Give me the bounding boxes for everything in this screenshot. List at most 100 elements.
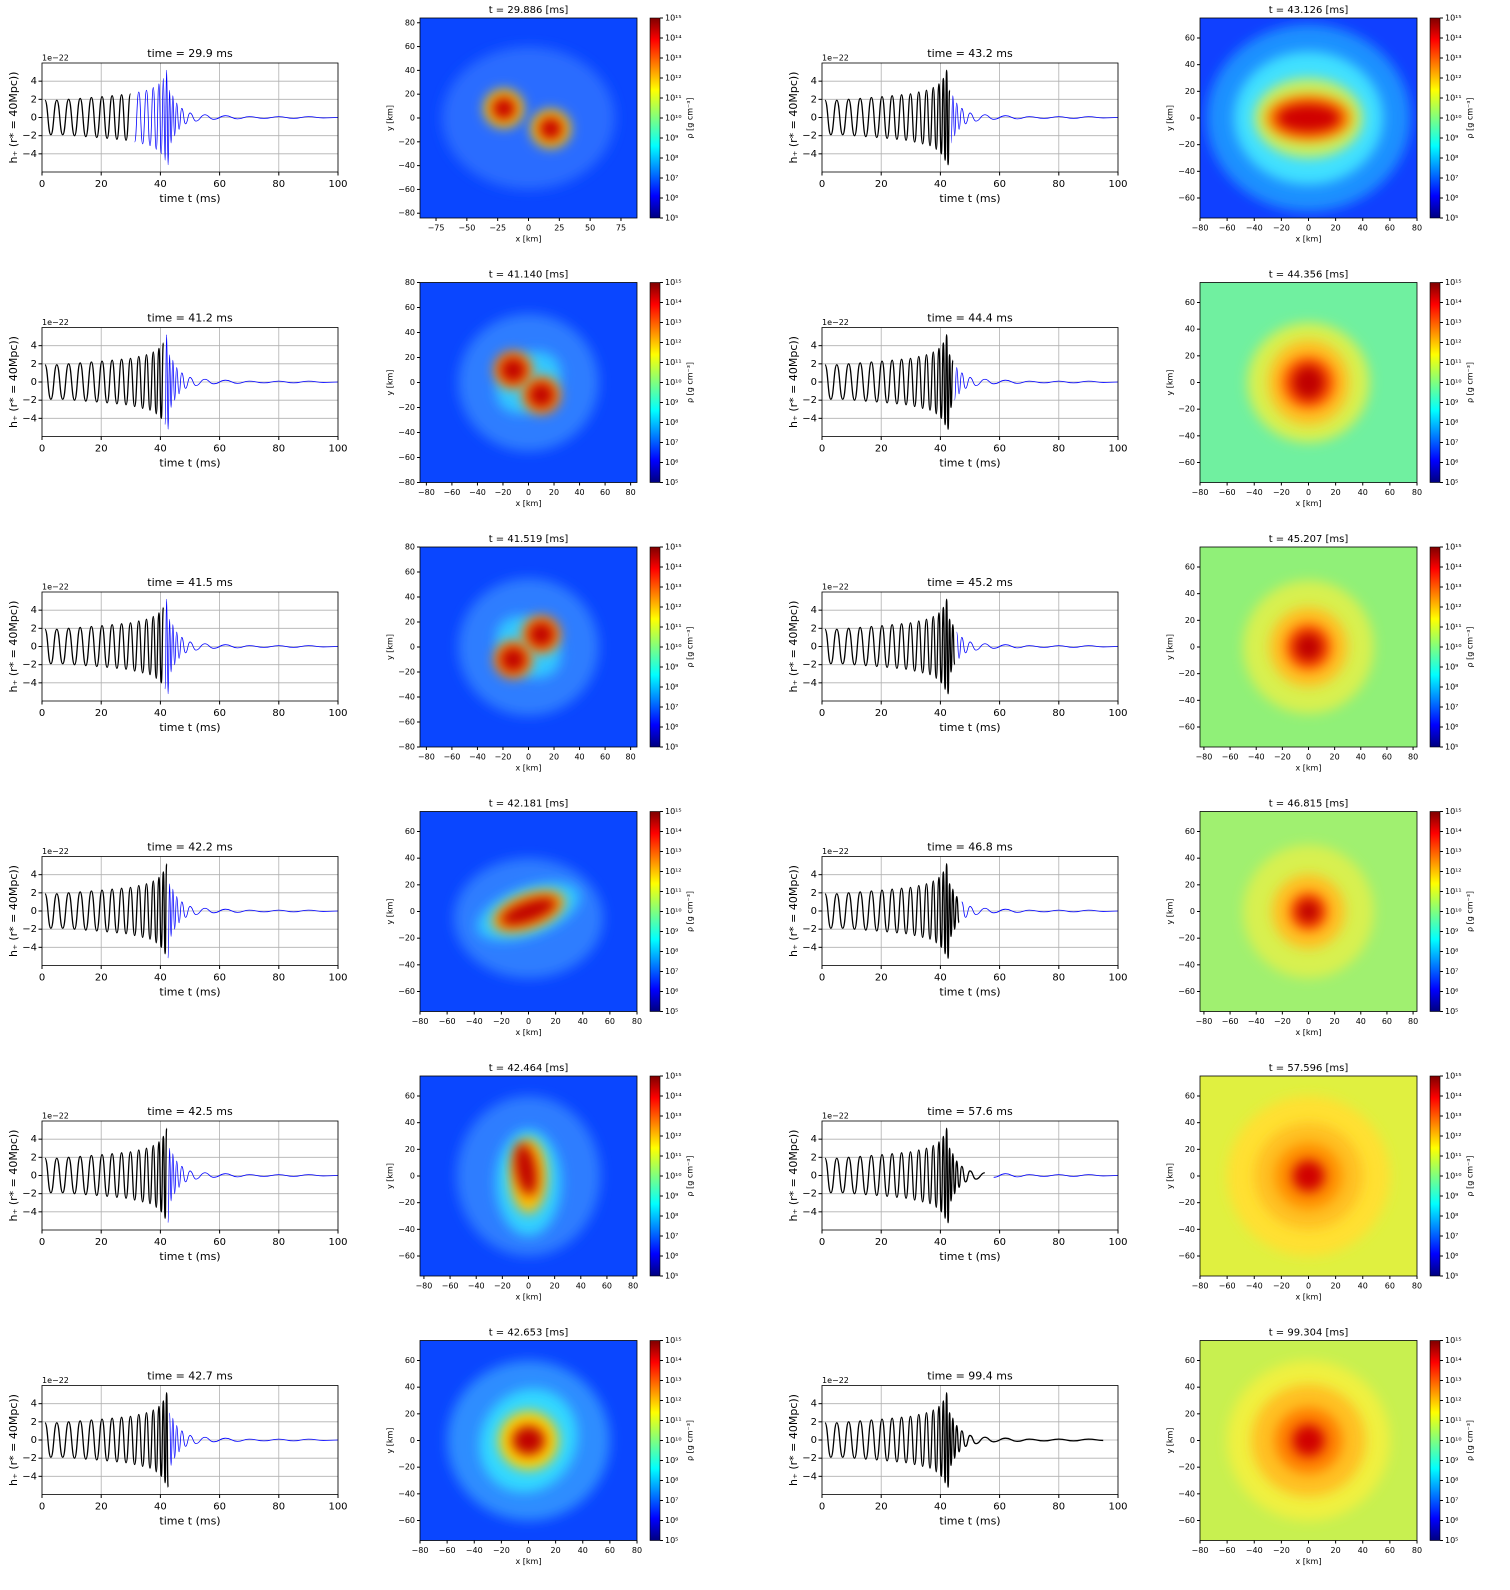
- colorbar-tick-label: 10¹⁵: [665, 1336, 682, 1345]
- y-tick-label: 0: [1190, 907, 1195, 916]
- y-tick-label: 20: [405, 1145, 415, 1154]
- colorbar-tick-label: 10⁵: [1445, 1536, 1458, 1545]
- chart-title: time = 42.7 ms: [147, 1370, 233, 1383]
- y-tick-label: 0: [1190, 114, 1195, 123]
- x-tick-label: 100: [328, 1502, 347, 1513]
- colorbar-tick-label: 10⁵: [1445, 743, 1458, 752]
- x-tick-label: −40: [1246, 224, 1263, 233]
- y-axis-label: y [km]: [1166, 634, 1175, 660]
- waveform: [167, 883, 339, 959]
- colorbar-tick-label: 10¹⁴: [665, 827, 682, 836]
- y-tick-label: −60: [398, 185, 415, 194]
- y-tick-label: 4: [31, 341, 37, 352]
- x-axis-label: time t (ms): [939, 1515, 1000, 1528]
- x-axis-label: x [km]: [1296, 235, 1322, 244]
- colorbar-tick-label: 10⁶: [1445, 458, 1458, 467]
- waveform: [164, 598, 339, 695]
- colorbar-tick-label: 10¹⁵: [665, 278, 682, 287]
- colorbar-tick-label: 10⁵: [1445, 478, 1458, 487]
- x-tick-label: 20: [95, 1237, 108, 1248]
- density-image: [1200, 1076, 1417, 1276]
- colorbar-tick-label: 10⁹: [665, 663, 678, 672]
- colorbar-tick-label: 10¹⁰: [665, 643, 682, 652]
- y-tick-label: −60: [398, 453, 415, 462]
- waveform: [950, 95, 1119, 144]
- offset-label: 1e−22: [42, 847, 69, 856]
- colorbar-label: ρ [g cm⁻³]: [1466, 891, 1475, 932]
- x-tick-label: 80: [632, 1017, 642, 1026]
- x-axis-label: time t (ms): [939, 1250, 1000, 1263]
- colorbar-tick-label: 10¹²: [1445, 338, 1462, 347]
- x-axis-label: x [km]: [516, 499, 542, 508]
- x-tick-label: −40: [469, 753, 486, 762]
- y-tick-label: 20: [1185, 1409, 1195, 1418]
- chart-title: time = 41.2 ms: [147, 312, 233, 325]
- x-tick-label: −80: [1195, 753, 1212, 762]
- x-tick-label: 80: [272, 444, 285, 455]
- y-tick-label: 0: [410, 643, 415, 652]
- x-tick-label: −80: [415, 1282, 432, 1291]
- x-axis-label: time t (ms): [159, 1515, 220, 1528]
- x-tick-label: −20: [1273, 224, 1290, 233]
- axes-frame: [41, 1385, 339, 1495]
- density-blob: [442, 46, 615, 190]
- density-image: [420, 18, 637, 218]
- colorbar: [1429, 282, 1441, 483]
- colorbar-tick-label: 10¹⁴: [665, 298, 682, 307]
- x-tick-label: 60: [993, 1502, 1006, 1513]
- y-tick-label: −40: [398, 960, 415, 969]
- x-tick-label: 40: [1356, 1017, 1366, 1026]
- x-tick-label: 20: [549, 753, 559, 762]
- colorbar-tick-label: 10⁸: [665, 1476, 678, 1485]
- colorbar-tick-label: 10¹⁴: [1445, 34, 1462, 43]
- colorbar-tick-label: 10¹³: [1445, 583, 1462, 592]
- y-tick-label: −2: [22, 660, 37, 671]
- x-tick-label: 0: [1306, 1546, 1311, 1555]
- colorbar: [649, 1340, 661, 1541]
- x-tick-label: 0: [819, 444, 825, 455]
- x-tick-label: 20: [95, 179, 108, 190]
- y-tick-label: 4: [31, 76, 37, 87]
- colorbar-tick-label: 10⁶: [1445, 1516, 1458, 1525]
- x-tick-label: 40: [1356, 753, 1366, 762]
- x-tick-label: 60: [993, 1237, 1006, 1248]
- x-tick-label: 40: [1358, 224, 1368, 233]
- density-image: [1200, 18, 1417, 218]
- colorbar-tick-label: 10⁷: [1445, 703, 1458, 712]
- x-tick-label: 0: [39, 708, 45, 719]
- colorbar-tick-label: 10⁶: [1445, 194, 1458, 203]
- y-axis-label: y [km]: [1166, 370, 1175, 396]
- waveform: [44, 863, 168, 955]
- x-tick-label: 80: [272, 1502, 285, 1513]
- x-tick-label: 20: [95, 1502, 108, 1513]
- chart-title: t = 42.464 [ms]: [489, 1063, 569, 1074]
- colorbar-tick-label: 10⁶: [665, 987, 678, 996]
- y-tick-label: −4: [22, 149, 37, 160]
- x-tick-label: 0: [819, 1502, 825, 1513]
- x-tick-label: −60: [439, 1017, 456, 1026]
- y-tick-label: 20: [1185, 616, 1195, 625]
- density-blob: [1292, 1424, 1325, 1457]
- x-tick-label: 60: [1385, 1546, 1395, 1555]
- y-tick-label: 40: [405, 66, 415, 75]
- y-tick-label: −60: [1178, 458, 1195, 467]
- colorbar-tick-label: 10¹²: [665, 74, 682, 83]
- y-axis-label: h₊ (r* = 40Mpc)): [787, 601, 800, 693]
- x-tick-label: 60: [1382, 753, 1392, 762]
- colorbar-tick-label: 10⁵: [1445, 1007, 1458, 1016]
- density-image: [420, 547, 637, 747]
- colorbar-tick-label: 10¹⁴: [665, 1092, 682, 1101]
- colorbar: [1429, 17, 1441, 219]
- y-tick-label: −40: [398, 1489, 415, 1498]
- axes-frame: [821, 62, 1119, 173]
- waveform: [44, 1392, 169, 1488]
- y-tick-label: −80: [398, 209, 415, 218]
- x-tick-label: −20: [1274, 753, 1291, 762]
- x-tick-label: 80: [626, 753, 636, 762]
- y-tick-label: −2: [22, 1453, 37, 1464]
- axes-frame: [821, 1385, 1119, 1495]
- y-axis-label: h₊ (r* = 40Mpc)): [7, 72, 20, 164]
- colorbar-tick-label: 10¹⁵: [665, 14, 682, 23]
- waveform: [956, 631, 1119, 659]
